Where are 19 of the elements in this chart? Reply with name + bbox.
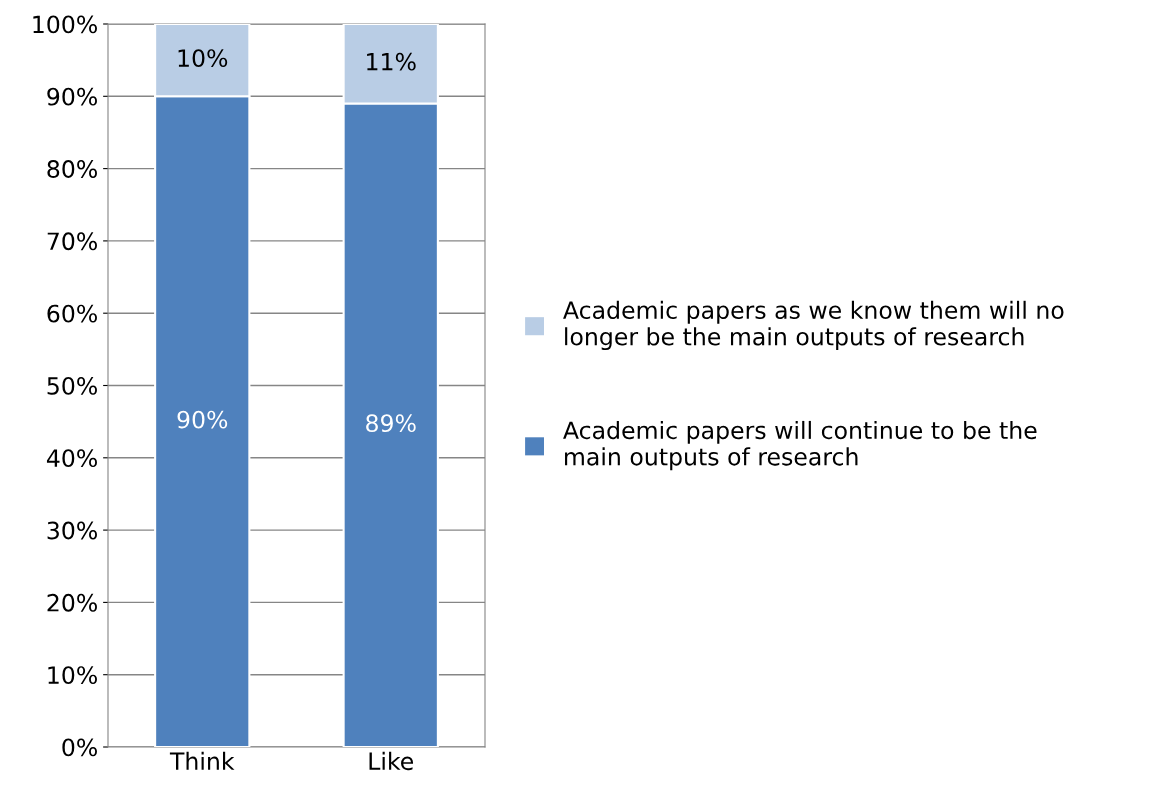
data-label: 10% — [178, 49, 228, 67]
y-tick-label: 60% — [47, 304, 97, 323]
y-tick-label: 30% — [47, 521, 97, 540]
x-tick-label: Like — [369, 751, 414, 771]
data-label: 89% — [366, 414, 416, 433]
data-label: 90% — [177, 410, 228, 429]
y-tick-label: 50% — [47, 376, 97, 395]
y-tick-label: 40% — [46, 449, 97, 468]
y-tick-label: 70% — [47, 232, 97, 251]
y-tick-label: 20% — [47, 593, 97, 612]
x-tick-label: Think — [169, 751, 235, 770]
y-tick-label: 100% — [33, 15, 97, 34]
y-tick-label: 0% — [62, 738, 97, 757]
y-tick-label: 90% — [47, 87, 97, 106]
y-tick-label: 10% — [48, 666, 97, 685]
data-label: 11% — [367, 52, 416, 71]
legend-label: Academic papers as we know them will no longer be the main outputs of research — [563, 300, 1064, 351]
y-tick-label: 80% — [47, 160, 97, 178]
legend-label: Academic papers will continue to be the main outputs of research — [563, 420, 1037, 471]
